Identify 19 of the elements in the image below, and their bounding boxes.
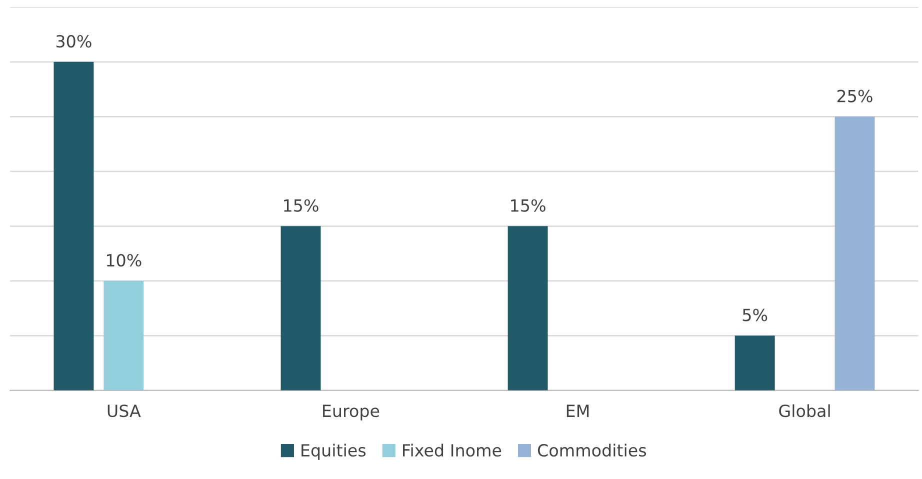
bar — [280, 226, 321, 390]
x-tick-label: USA — [108, 404, 141, 418]
bar — [54, 62, 94, 390]
data-label: 10% — [106, 254, 142, 267]
x-tick-label: Global — [779, 404, 830, 418]
bar — [734, 336, 775, 390]
legend-label: Commodities — [538, 444, 646, 457]
data-label: 15% — [511, 199, 546, 212]
data-label: 5% — [742, 308, 768, 322]
legend-label: Equities — [302, 444, 366, 460]
bar — [508, 226, 548, 390]
x-tick-label: EM — [566, 404, 589, 417]
data-label: 30% — [56, 34, 92, 48]
x-tick-label: Europe — [323, 404, 380, 420]
data-label: 25% — [837, 90, 872, 102]
bar — [104, 280, 144, 390]
bar — [834, 116, 875, 390]
legend-label: Fixed Inome — [403, 444, 502, 457]
data-label: 15% — [284, 199, 318, 212]
